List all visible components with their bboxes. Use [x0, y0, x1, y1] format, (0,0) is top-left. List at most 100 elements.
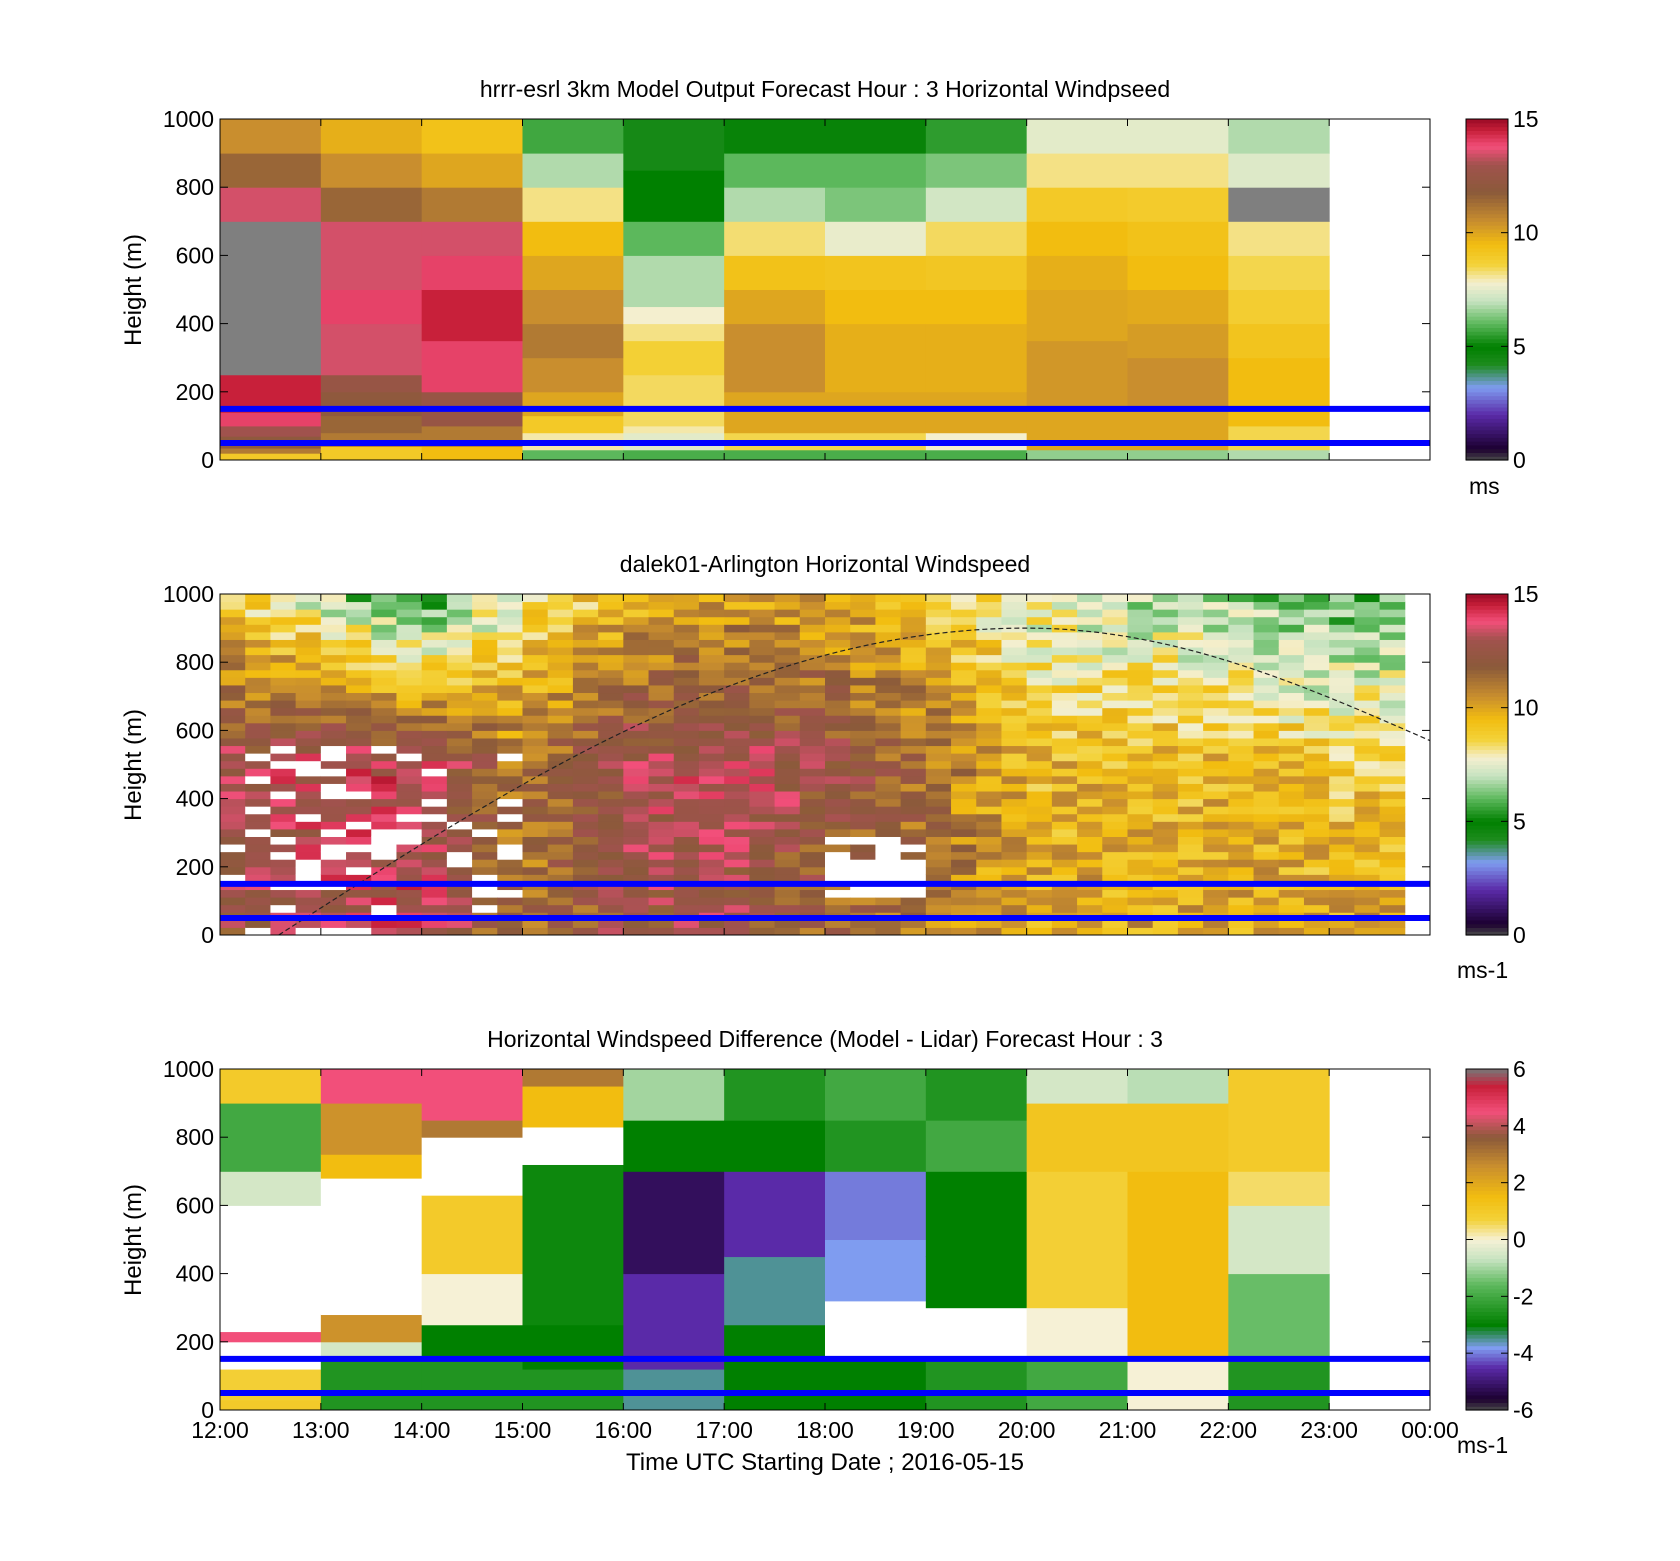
heatmap-cell — [1102, 889, 1128, 898]
heatmap-cell — [623, 639, 650, 648]
heatmap-cell — [220, 737, 246, 747]
heatmap-cell — [320, 631, 347, 640]
heatmap-cell — [648, 601, 675, 610]
heatmap-cell — [598, 647, 624, 656]
colorbar-segment — [1466, 1069, 1508, 1074]
heatmap-cell — [875, 828, 902, 837]
heatmap-cell — [346, 889, 372, 898]
heatmap-cell — [1228, 669, 1255, 678]
heatmap-cell — [1303, 927, 1330, 935]
heatmap-cell — [472, 624, 498, 633]
heatmap-cell — [547, 684, 574, 694]
heatmap-cell — [951, 722, 977, 731]
heatmap-cell — [850, 616, 876, 625]
heatmap-cell — [472, 647, 498, 656]
heatmap-cell — [522, 851, 549, 860]
heatmap-cell — [421, 828, 448, 837]
heatmap-cell — [850, 654, 876, 663]
heatmap-cell — [1203, 594, 1229, 603]
heatmap-cell — [1152, 806, 1179, 815]
heatmap-cell — [320, 851, 347, 860]
heatmap-cell — [698, 813, 725, 822]
heatmap-cell — [1127, 692, 1154, 701]
heatmap-cell — [371, 851, 397, 860]
heatmap-cell — [1152, 639, 1179, 648]
heatmap-cell — [925, 813, 952, 822]
heatmap-cell — [1203, 692, 1229, 701]
heatmap-cell — [1177, 859, 1204, 868]
y-tick-label: 1000 — [163, 1056, 214, 1082]
heatmap-cell — [1001, 753, 1028, 762]
colorbar-segment — [1466, 266, 1508, 272]
heatmap-cell — [220, 919, 246, 928]
heatmap-cell — [976, 601, 1002, 610]
heatmap-cell — [774, 722, 801, 731]
heatmap-cell — [825, 904, 851, 913]
heatmap-cell — [673, 836, 700, 845]
heatmap-cell — [1152, 791, 1179, 800]
heatmap-cell — [472, 851, 498, 860]
heatmap-cell — [1001, 775, 1028, 784]
colorbar-segment — [1466, 433, 1508, 438]
heatmap-cell — [522, 631, 549, 640]
heatmap-cell — [1051, 654, 1078, 663]
heatmap-cell — [698, 700, 725, 709]
heatmap-cell — [698, 806, 725, 815]
heatmap-cell — [598, 601, 624, 610]
heatmap-cell — [320, 813, 347, 822]
heatmap-cell — [1278, 654, 1305, 663]
heatmap-cell — [850, 601, 876, 610]
heatmap-cell — [673, 594, 700, 603]
heatmap-cell — [1278, 791, 1305, 800]
heatmap-cell — [1127, 775, 1154, 784]
heatmap-cell — [850, 927, 876, 935]
heatmap-cell — [623, 783, 650, 792]
heatmap-cell — [522, 601, 549, 610]
heatmap-cell — [1177, 654, 1204, 663]
heatmap-cell — [951, 851, 977, 860]
heatmap-cell — [951, 639, 977, 648]
heatmap-cell — [825, 753, 851, 762]
heatmap-cell — [1051, 647, 1078, 656]
colorbar-segment — [1466, 1122, 1508, 1127]
heatmap-cell — [875, 844, 902, 853]
heatmap-cell — [825, 391, 927, 434]
heatmap-cell — [1354, 684, 1381, 694]
x-ticks — [219, 1069, 1431, 1410]
heatmap-cell — [245, 791, 271, 800]
heatmap-cell — [497, 639, 523, 648]
heatmap-cell — [724, 866, 750, 875]
heatmap-cell — [421, 813, 448, 822]
colorbar-segment — [1466, 312, 1508, 317]
heatmap-cell — [1329, 601, 1355, 610]
heatmap-cell — [1329, 639, 1355, 648]
y-tick-label: 0 — [201, 922, 214, 948]
heatmap-cell — [572, 677, 599, 686]
heatmap-cell — [850, 904, 876, 913]
heatmap-cell — [497, 927, 523, 935]
heatmap-cell — [446, 707, 473, 716]
heatmap-cell — [825, 783, 851, 792]
heatmap-cell — [270, 692, 297, 701]
heatmap-cell — [1127, 255, 1229, 290]
heatmap-cell — [724, 221, 826, 256]
heatmap-cell — [1303, 859, 1330, 868]
heatmap-cell — [598, 783, 624, 792]
heatmap-cell — [875, 631, 902, 640]
heatmap-cell — [875, 684, 902, 694]
heatmap-cell — [774, 821, 801, 830]
colorbar-segment — [1466, 403, 1508, 408]
heatmap-cell — [951, 783, 977, 792]
heatmap-cell — [1177, 866, 1204, 875]
heatmap-cell — [1228, 1171, 1330, 1206]
heatmap-cell — [220, 821, 246, 830]
heatmap-cell — [295, 836, 322, 845]
heatmap-cell — [320, 616, 347, 625]
heatmap-cell — [1177, 851, 1204, 860]
heatmap-cell — [951, 904, 977, 913]
heatmap-cell — [522, 897, 549, 906]
heatmap-cell — [220, 760, 246, 769]
heatmap-cell — [396, 836, 423, 845]
heatmap-cell — [1077, 775, 1103, 784]
heatmap-cell — [245, 594, 271, 603]
